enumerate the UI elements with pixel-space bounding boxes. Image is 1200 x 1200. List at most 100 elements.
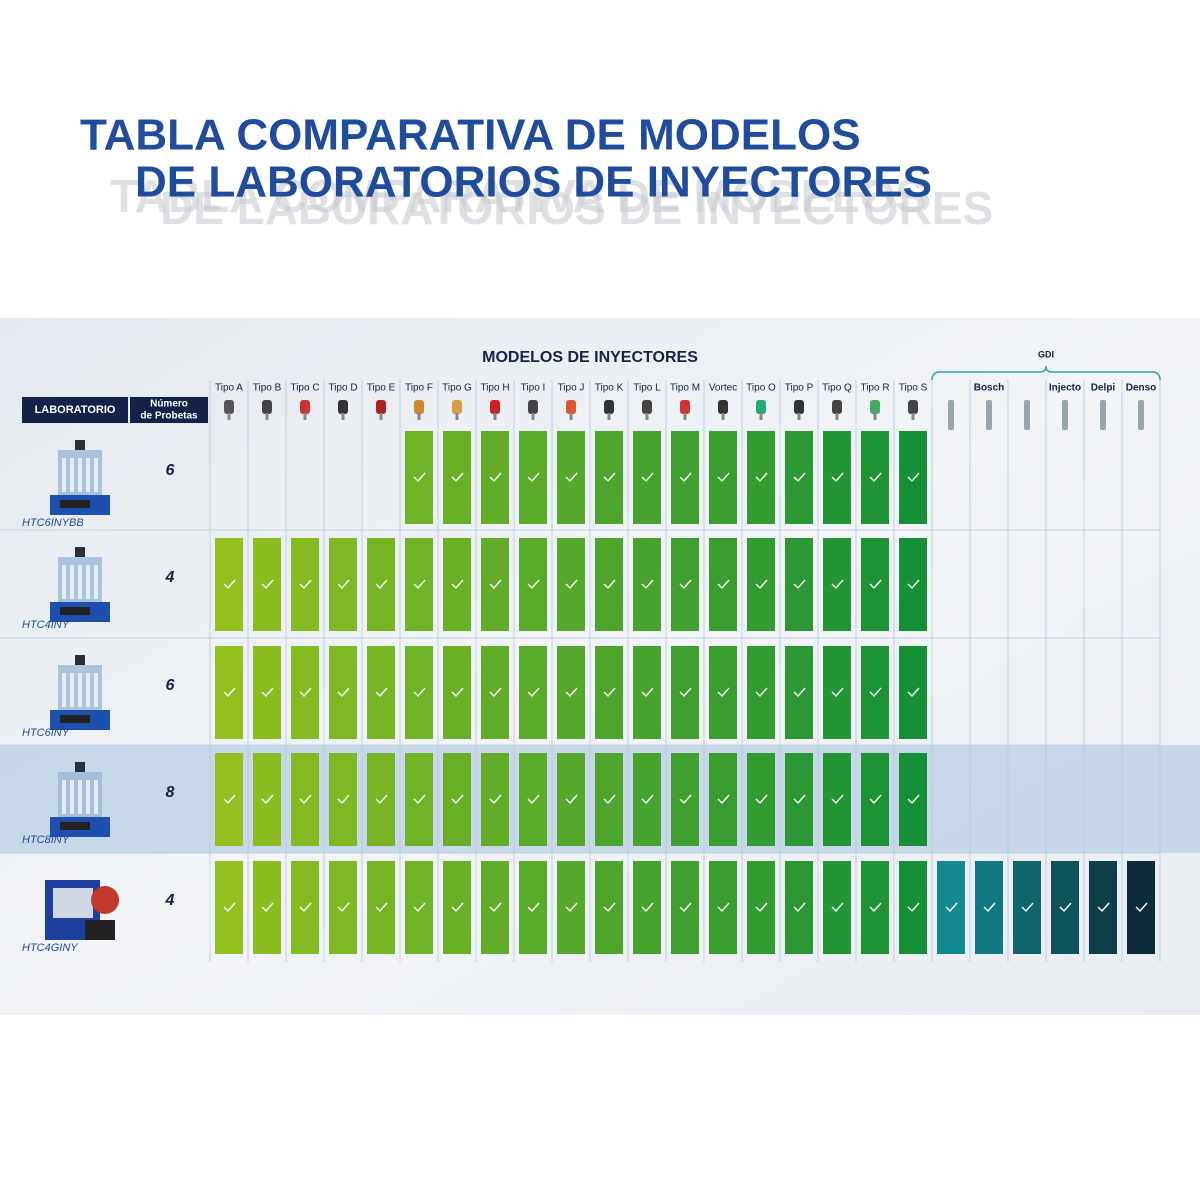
support-cell: [329, 646, 357, 739]
support-cell: [823, 538, 851, 631]
probe-count: 4: [165, 569, 175, 586]
check-mark: [375, 794, 388, 805]
lab-image-part: [75, 547, 85, 557]
support-cell: [899, 431, 927, 524]
support-cell: [291, 538, 319, 631]
injector-icon: [265, 413, 269, 420]
support-cell: [785, 646, 813, 739]
injector-icon: [604, 400, 614, 414]
support-cell: [367, 753, 395, 846]
column-header: Tipo C: [290, 383, 319, 394]
column-header: Vortec: [709, 383, 737, 394]
support-cell: [747, 431, 775, 524]
lab-image-part: [70, 780, 74, 814]
probes-header: Número: [150, 399, 188, 410]
support-cell: [861, 753, 889, 846]
check-mark: [527, 687, 540, 698]
check-mark: [375, 579, 388, 590]
check-mark: [717, 687, 730, 698]
check-mark: [489, 687, 502, 698]
check-mark: [413, 794, 426, 805]
injector-icon: [379, 413, 383, 420]
support-cell: [291, 753, 319, 846]
support-cell: [823, 646, 851, 739]
check-mark: [717, 472, 730, 483]
injector-icon: [948, 400, 954, 430]
check-mark: [603, 472, 616, 483]
lab-image: [50, 655, 110, 730]
lab-image-part: [86, 780, 90, 814]
injector-icon: [683, 413, 687, 420]
lab-image-part: [86, 673, 90, 707]
column-header: Tipo F: [405, 383, 433, 394]
support-cell: [291, 861, 319, 954]
lab-image-part: [70, 673, 74, 707]
lab-image-part: [53, 888, 93, 918]
gdi-bracket: [931, 365, 1161, 381]
support-cell: [367, 861, 395, 954]
lab-image-part: [60, 607, 90, 615]
support-cell: [595, 538, 623, 631]
support-cell: [595, 861, 623, 954]
lab-image-part: [78, 780, 82, 814]
lab-image-part: [60, 500, 90, 508]
check-mark: [337, 687, 350, 698]
check-mark: [869, 579, 882, 590]
check-mark: [223, 687, 236, 698]
injector-icon: [607, 413, 611, 420]
check-mark: [641, 794, 654, 805]
lab-image-part: [60, 715, 90, 723]
lab-image-part: [62, 565, 66, 599]
support-cell: [405, 861, 433, 954]
lab-image-part: [78, 565, 82, 599]
support-cell: [519, 431, 547, 524]
injector-icon: [642, 400, 652, 414]
lab-image-part: [75, 440, 85, 450]
support-cell: [443, 431, 471, 524]
support-cell: [253, 753, 281, 846]
injector-icon: [376, 400, 386, 414]
support-cell: [747, 861, 775, 954]
check-mark: [679, 687, 692, 698]
check-mark: [299, 794, 312, 805]
support-cell: [481, 538, 509, 631]
support-cell: [709, 753, 737, 846]
support-cell: [557, 431, 585, 524]
support-cell: [709, 861, 737, 954]
injector-icon: [303, 413, 307, 420]
injector-icon: [718, 400, 728, 414]
support-cell: [253, 861, 281, 954]
check-mark: [793, 902, 806, 913]
check-mark: [679, 579, 692, 590]
check-mark: [869, 902, 882, 913]
check-mark: [831, 902, 844, 913]
lab-image-part: [85, 920, 115, 940]
injector-icon: [531, 413, 535, 420]
lab-image-part: [94, 780, 98, 814]
injector-icon: [645, 413, 649, 420]
check-mark: [603, 902, 616, 913]
support-cell: [899, 753, 927, 846]
support-cell: [709, 646, 737, 739]
check-mark: [831, 687, 844, 698]
column-header: Tipo O: [746, 383, 776, 394]
support-cell: [443, 538, 471, 631]
section-title: MODELOS DE INYECTORES: [482, 349, 698, 366]
check-mark: [641, 472, 654, 483]
probe-count: 4: [165, 892, 175, 909]
support-cell: [823, 431, 851, 524]
support-cell: [215, 753, 243, 846]
support-cell: [291, 646, 319, 739]
lab-image-part: [75, 655, 85, 665]
injector-icon: [224, 400, 234, 414]
support-cell: [557, 538, 585, 631]
support-cell: [633, 753, 661, 846]
check-mark: [907, 472, 920, 483]
check-mark: [755, 472, 768, 483]
check-mark: [337, 902, 350, 913]
injector-icon: [338, 400, 348, 414]
support-cell: [709, 538, 737, 631]
support-cell: [519, 538, 547, 631]
support-cell: [785, 538, 813, 631]
probes-header: de Probetas: [140, 411, 198, 422]
